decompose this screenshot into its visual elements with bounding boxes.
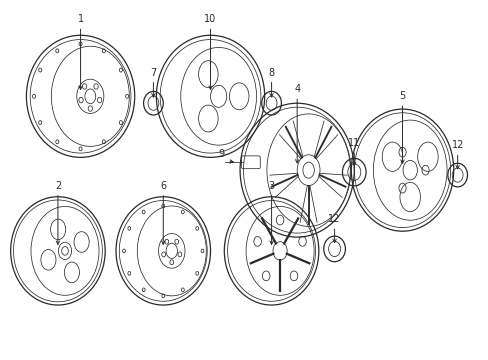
Text: 12: 12 (328, 214, 340, 224)
Text: 6: 6 (160, 181, 166, 191)
Text: 11: 11 (347, 139, 360, 148)
Text: 8: 8 (268, 68, 274, 78)
Text: 1: 1 (78, 14, 83, 24)
Text: 9: 9 (218, 149, 224, 159)
Text: 10: 10 (204, 14, 216, 24)
Text: 7: 7 (150, 68, 156, 78)
Text: 12: 12 (450, 140, 463, 150)
Text: 5: 5 (399, 91, 405, 101)
Text: 3: 3 (268, 181, 274, 191)
Text: 2: 2 (55, 181, 61, 191)
Text: 4: 4 (293, 84, 300, 94)
